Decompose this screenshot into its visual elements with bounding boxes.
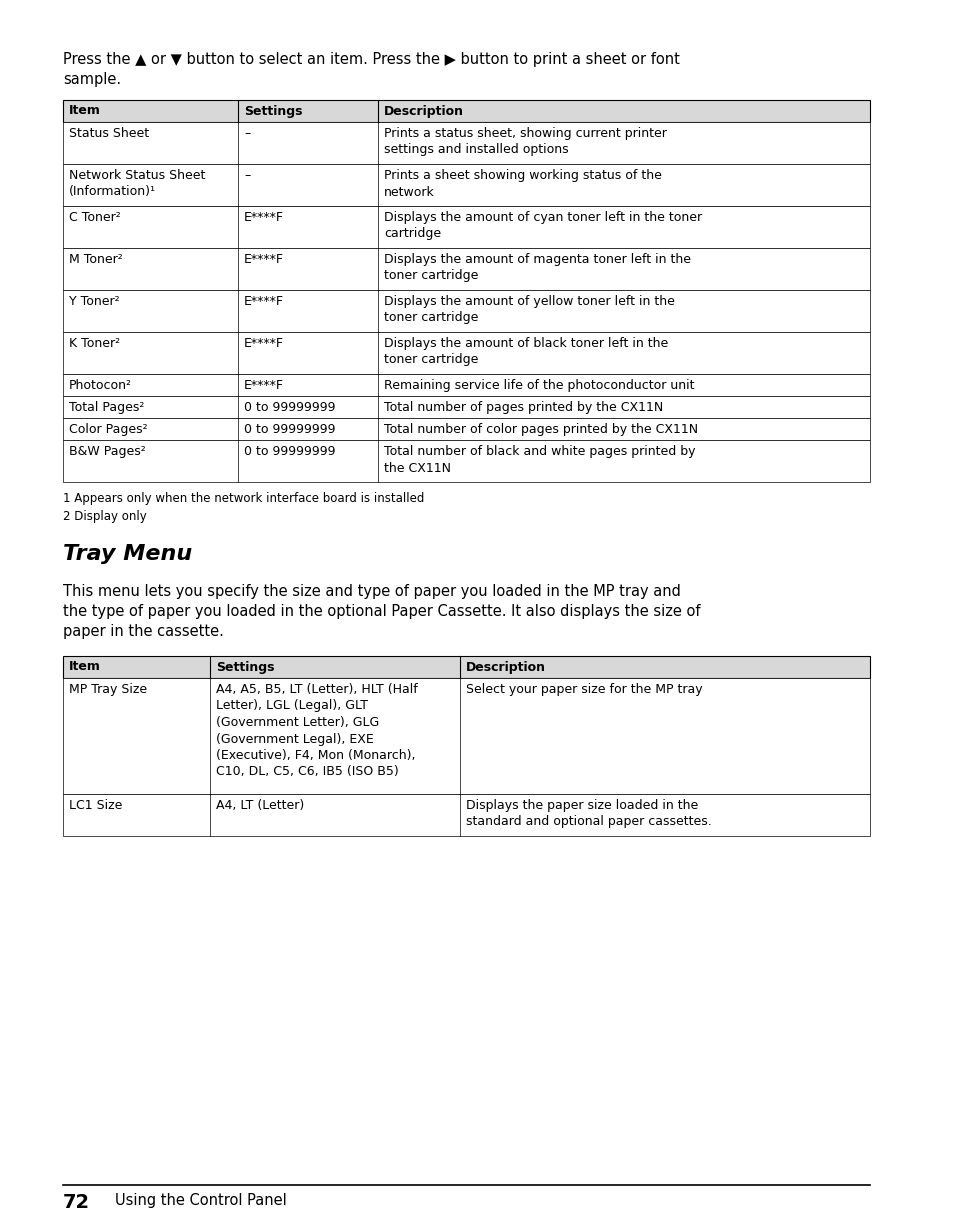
Text: E****F: E****F: [244, 379, 284, 391]
Text: Total number of black and white pages printed by
the CX11N: Total number of black and white pages pr…: [384, 445, 695, 475]
Text: Total number of color pages printed by the CX11N: Total number of color pages printed by t…: [384, 423, 698, 436]
Text: This menu lets you specify the size and type of paper you loaded in the MP tray : This menu lets you specify the size and …: [63, 584, 680, 599]
Bar: [63, 333, 869, 374]
Text: 0 to 99999999: 0 to 99999999: [244, 401, 335, 413]
Text: sample.: sample.: [63, 72, 121, 87]
Text: Tray Menu: Tray Menu: [63, 544, 193, 564]
Text: Displays the amount of yellow toner left in the
toner cartridge: Displays the amount of yellow toner left…: [384, 294, 674, 324]
Text: C Toner²: C Toner²: [69, 211, 121, 225]
Bar: [63, 440, 869, 482]
Text: –: –: [244, 169, 250, 182]
Bar: [63, 164, 869, 206]
Bar: [63, 374, 869, 396]
Bar: [63, 121, 869, 164]
Text: –: –: [244, 128, 250, 140]
Text: Displays the amount of black toner left in the
toner cartridge: Displays the amount of black toner left …: [384, 337, 667, 367]
Text: Select your paper size for the MP tray: Select your paper size for the MP tray: [465, 683, 702, 696]
Text: E****F: E****F: [244, 294, 284, 308]
Bar: [63, 396, 869, 418]
Text: Total Pages²: Total Pages²: [69, 401, 144, 413]
Text: A4, LT (Letter): A4, LT (Letter): [215, 799, 304, 812]
Bar: [63, 248, 869, 290]
Text: Item: Item: [69, 104, 101, 118]
Bar: [63, 418, 869, 440]
Text: Total number of pages printed by the CX11N: Total number of pages printed by the CX1…: [384, 401, 662, 413]
Text: Settings: Settings: [244, 104, 302, 118]
Text: A4, A5, B5, LT (Letter), HLT (Half
Letter), LGL (Legal), GLT
(Government Letter): A4, A5, B5, LT (Letter), HLT (Half Lette…: [215, 683, 417, 778]
Text: M Toner²: M Toner²: [69, 253, 123, 266]
Text: Network Status Sheet
(Information)¹: Network Status Sheet (Information)¹: [69, 169, 205, 199]
Text: 1 Appears only when the network interface board is installed: 1 Appears only when the network interfac…: [63, 492, 424, 506]
Text: Description: Description: [384, 104, 463, 118]
Text: Status Sheet: Status Sheet: [69, 128, 149, 140]
Text: K Toner²: K Toner²: [69, 337, 120, 350]
Text: Y Toner²: Y Toner²: [69, 294, 119, 308]
Bar: [63, 99, 869, 121]
Bar: [63, 679, 869, 794]
Text: E****F: E****F: [244, 253, 284, 266]
Text: LC1 Size: LC1 Size: [69, 799, 122, 812]
Text: 0 to 99999999: 0 to 99999999: [244, 423, 335, 436]
Text: 72: 72: [63, 1193, 90, 1212]
Text: Item: Item: [69, 660, 101, 674]
Text: Prints a status sheet, showing current printer
settings and installed options: Prints a status sheet, showing current p…: [384, 128, 666, 157]
Text: E****F: E****F: [244, 337, 284, 350]
Text: B&W Pages²: B&W Pages²: [69, 445, 146, 458]
Text: Prints a sheet showing working status of the
network: Prints a sheet showing working status of…: [384, 169, 661, 199]
Bar: [63, 656, 869, 679]
Text: MP Tray Size: MP Tray Size: [69, 683, 147, 696]
Text: Remaining service life of the photoconductor unit: Remaining service life of the photocondu…: [384, 379, 694, 391]
Text: Photocon²: Photocon²: [69, 379, 132, 391]
Text: Displays the paper size loaded in the
standard and optional paper cassettes.: Displays the paper size loaded in the st…: [465, 799, 711, 828]
Text: Description: Description: [465, 660, 545, 674]
Text: paper in the cassette.: paper in the cassette.: [63, 625, 224, 639]
Text: Displays the amount of magenta toner left in the
toner cartridge: Displays the amount of magenta toner lef…: [384, 253, 690, 282]
Bar: [63, 794, 869, 836]
Text: Displays the amount of cyan toner left in the toner
cartridge: Displays the amount of cyan toner left i…: [384, 211, 701, 240]
Text: 0 to 99999999: 0 to 99999999: [244, 445, 335, 458]
Text: Press the ▲ or ▼ button to select an item. Press the ▶ button to print a sheet o: Press the ▲ or ▼ button to select an ite…: [63, 52, 679, 67]
Text: Settings: Settings: [215, 660, 274, 674]
Text: the type of paper you loaded in the optional Paper Cassette. It also displays th: the type of paper you loaded in the opti…: [63, 604, 700, 618]
Text: Using the Control Panel: Using the Control Panel: [115, 1193, 287, 1209]
Text: 2 Display only: 2 Display only: [63, 510, 147, 523]
Text: Color Pages²: Color Pages²: [69, 423, 148, 436]
Bar: [63, 290, 869, 333]
Text: E****F: E****F: [244, 211, 284, 225]
Bar: [63, 206, 869, 248]
